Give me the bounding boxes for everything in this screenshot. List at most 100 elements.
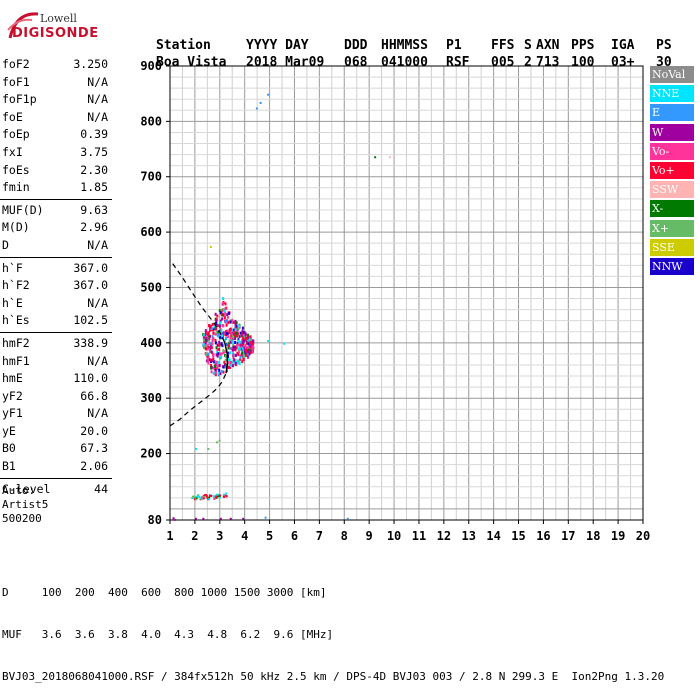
x-tick-label: 5 (266, 529, 273, 543)
param-row: fmin 1.85 (0, 179, 112, 197)
echo-point (218, 363, 221, 367)
echo-point (207, 352, 210, 356)
profile-solid-segment (224, 342, 228, 374)
echo-point (204, 340, 207, 344)
param-separator (0, 477, 112, 479)
echo-point (202, 343, 205, 347)
echo-point (214, 370, 217, 374)
echo-point (234, 330, 237, 334)
echo-point (221, 317, 224, 321)
echo-point (251, 347, 254, 351)
echo-point (207, 334, 210, 338)
y-tick-label: 900 (140, 59, 162, 73)
param-row: yE 20.0 (0, 423, 112, 441)
es-echo-point (205, 495, 208, 498)
echo-point (237, 346, 240, 350)
echo-point (212, 371, 215, 375)
echo-point (214, 317, 217, 321)
echo-point (237, 342, 240, 346)
x-tick-label: 4 (241, 529, 248, 543)
echo-point (210, 327, 213, 331)
echo-point (209, 363, 212, 367)
param-value: 3.250 (73, 57, 108, 71)
param-label: h`F2 (2, 278, 30, 293)
echo-point (217, 371, 220, 375)
legend-item-x-: X+ (650, 219, 694, 237)
echo-point (224, 349, 227, 353)
echo-point (207, 361, 210, 365)
es-echo-point (191, 497, 194, 500)
param-value: N/A (87, 406, 108, 421)
echo-point (238, 324, 241, 328)
echo-point (222, 297, 225, 301)
sporadic-echo-point (267, 340, 270, 343)
echo-point (228, 339, 231, 343)
header-labels: Station YYYY DAY DDD HHMMSS P1 FFS S AXN PPS IGA P… (156, 38, 672, 53)
param-row: yF2 66.8 (0, 388, 112, 406)
echo-point (232, 343, 235, 347)
x-tick-label: 3 (216, 529, 223, 543)
header-label: YYYY DAY (246, 38, 309, 53)
echo-point (218, 368, 221, 372)
echo-point (218, 343, 221, 347)
echo-point (242, 354, 245, 358)
auto-version: 500200 (2, 512, 42, 525)
echo-point (215, 327, 218, 331)
echo-point (229, 346, 232, 350)
y-tick-label: 80 (148, 513, 162, 527)
echo-point (234, 348, 237, 352)
echo-point (228, 331, 231, 335)
echo-point (234, 328, 237, 332)
echo-point (218, 347, 221, 351)
echo-point (227, 351, 230, 355)
header-label: Station (156, 38, 211, 53)
echo-point (205, 337, 208, 341)
echo-point (247, 342, 250, 346)
x-tick-label: 12 (437, 529, 451, 543)
header-label: HHMMSS (381, 38, 428, 53)
sporadic-echo-point (389, 156, 392, 159)
sporadic-echo-point (264, 516, 267, 519)
echo-point (211, 335, 214, 339)
echo-point (240, 343, 243, 347)
echo-point (209, 349, 212, 353)
header-label: IGA (611, 38, 635, 53)
echo-point (229, 351, 232, 355)
y-tick-label: 200 (140, 447, 162, 461)
sporadic-echo-point (219, 517, 222, 520)
echo-point (215, 360, 218, 364)
param-label: C-level (2, 481, 51, 496)
sporadic-echo-point (173, 518, 176, 521)
echo-point (217, 361, 220, 365)
echo-point (234, 331, 237, 335)
echo-point (250, 338, 253, 342)
echo-point (224, 333, 227, 337)
param-label: h`E (2, 295, 23, 310)
param-label: fmin (2, 180, 30, 195)
echo-point (232, 320, 235, 324)
y-tick-label: 800 (140, 114, 162, 128)
echo-point (214, 338, 217, 342)
echo-point (242, 336, 245, 340)
echo-point (250, 350, 253, 354)
param-row: h`E N/A (0, 295, 112, 313)
x-tick-label: 6 (291, 529, 298, 543)
echo-point (205, 352, 208, 356)
echo-point (222, 302, 225, 306)
echo-point (241, 331, 244, 335)
footer-muf-row: MUF 3.6 3.6 3.8 4.0 4.3 4.8 6.2 9.6 [MHz… (2, 628, 334, 641)
echo-point (214, 367, 217, 371)
echo-point (216, 331, 219, 335)
x-tick-label: 1 (166, 529, 173, 543)
echo-point (226, 315, 229, 319)
echo-point (227, 361, 230, 365)
echo-point (248, 352, 251, 356)
echo-point (234, 358, 237, 362)
echo-point (208, 336, 211, 340)
echo-point (216, 364, 219, 368)
profile-curve (169, 259, 228, 427)
echo-point (228, 311, 231, 315)
es-echo-point (223, 496, 226, 499)
param-label: foEs (2, 162, 30, 177)
echo-point (245, 353, 248, 357)
